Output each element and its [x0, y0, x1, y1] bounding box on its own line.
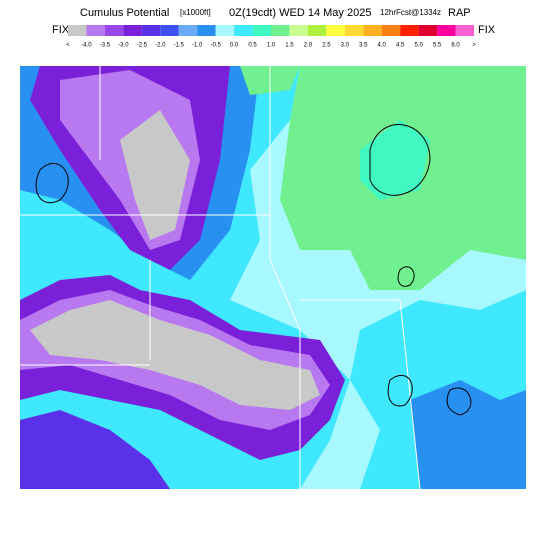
legend-swatch — [86, 25, 105, 36]
legend-swatch — [123, 25, 142, 36]
legend-swatch — [234, 25, 253, 36]
map — [20, 66, 526, 490]
legend-swatch — [418, 25, 438, 36]
region-indigo-sw — [20, 410, 170, 489]
title-units: [x1000ft] — [180, 8, 211, 17]
region-gray-s — [30, 300, 320, 410]
legend-label: -3.0 — [118, 43, 129, 49]
legend-swatch — [160, 25, 179, 36]
legend-right: FIX — [478, 24, 496, 36]
legend-swatch — [363, 25, 382, 36]
legend-swatch — [344, 25, 364, 36]
legend-label: < — [66, 43, 70, 49]
contours — [35, 124, 472, 416]
legend-swatch — [68, 25, 87, 36]
legend-swatch — [271, 25, 290, 36]
legend-swatch — [455, 25, 474, 36]
legend-swatch — [437, 25, 456, 36]
legend-swatch — [381, 25, 401, 36]
legend-swatch — [307, 25, 327, 36]
legend-label: 0.0 — [230, 43, 239, 49]
legend-swatch — [289, 25, 308, 36]
legend-label: 3.0 — [341, 43, 350, 49]
legend-swatch — [215, 25, 235, 36]
legend-left: FIX — [52, 24, 70, 36]
title-valid: 0Z(19cdt) WED 14 May 2025 — [229, 7, 371, 19]
legend-label: 2.0 — [304, 43, 313, 49]
title-model: RAP — [448, 7, 471, 19]
region-gray-n — [120, 110, 190, 240]
legend-label: 2.5 — [322, 43, 331, 49]
legend-label: 5.0 — [414, 43, 423, 49]
legend: < -4.0 -3.5 -3.0 -2.5 -2.0 -1.5 -1.0 -0.5 0.0 0.5 1… — [66, 25, 476, 49]
legend-swatch — [104, 25, 124, 36]
legend-label: 5.5 — [433, 43, 442, 49]
legend-label: -0.5 — [210, 43, 221, 49]
legend-swatch — [197, 25, 216, 36]
legend-label: 1.0 — [267, 43, 276, 49]
title-main: Cumulus Potential — [80, 7, 169, 19]
legend-label: -1.5 — [174, 43, 185, 49]
legend-swatch — [178, 25, 198, 36]
region-aqua — [360, 120, 430, 200]
legend-swatch — [252, 25, 271, 36]
region-blue-se — [410, 380, 526, 489]
legend-label: 4.0 — [378, 43, 387, 49]
legend-label: -4.0 — [81, 43, 92, 49]
legend-swatch — [400, 25, 419, 36]
legend-label: 4.5 — [396, 43, 405, 49]
legend-swatch — [141, 25, 161, 36]
legend-label: 1.5 — [285, 43, 294, 49]
title-forecast: 12hrFcst@1334z — [380, 8, 441, 17]
legend-label: -3.5 — [100, 43, 111, 49]
legend-label: 3.5 — [359, 43, 368, 49]
legend-label: 0.5 — [248, 43, 257, 49]
legend-swatch — [326, 25, 345, 36]
legend-label: > — [472, 43, 476, 49]
legend-label: -2.5 — [137, 43, 148, 49]
legend-label: -1.0 — [192, 43, 203, 49]
legend-label: -2.0 — [155, 43, 166, 49]
state-borders — [20, 66, 421, 490]
legend-label: 6.0 — [451, 43, 460, 49]
